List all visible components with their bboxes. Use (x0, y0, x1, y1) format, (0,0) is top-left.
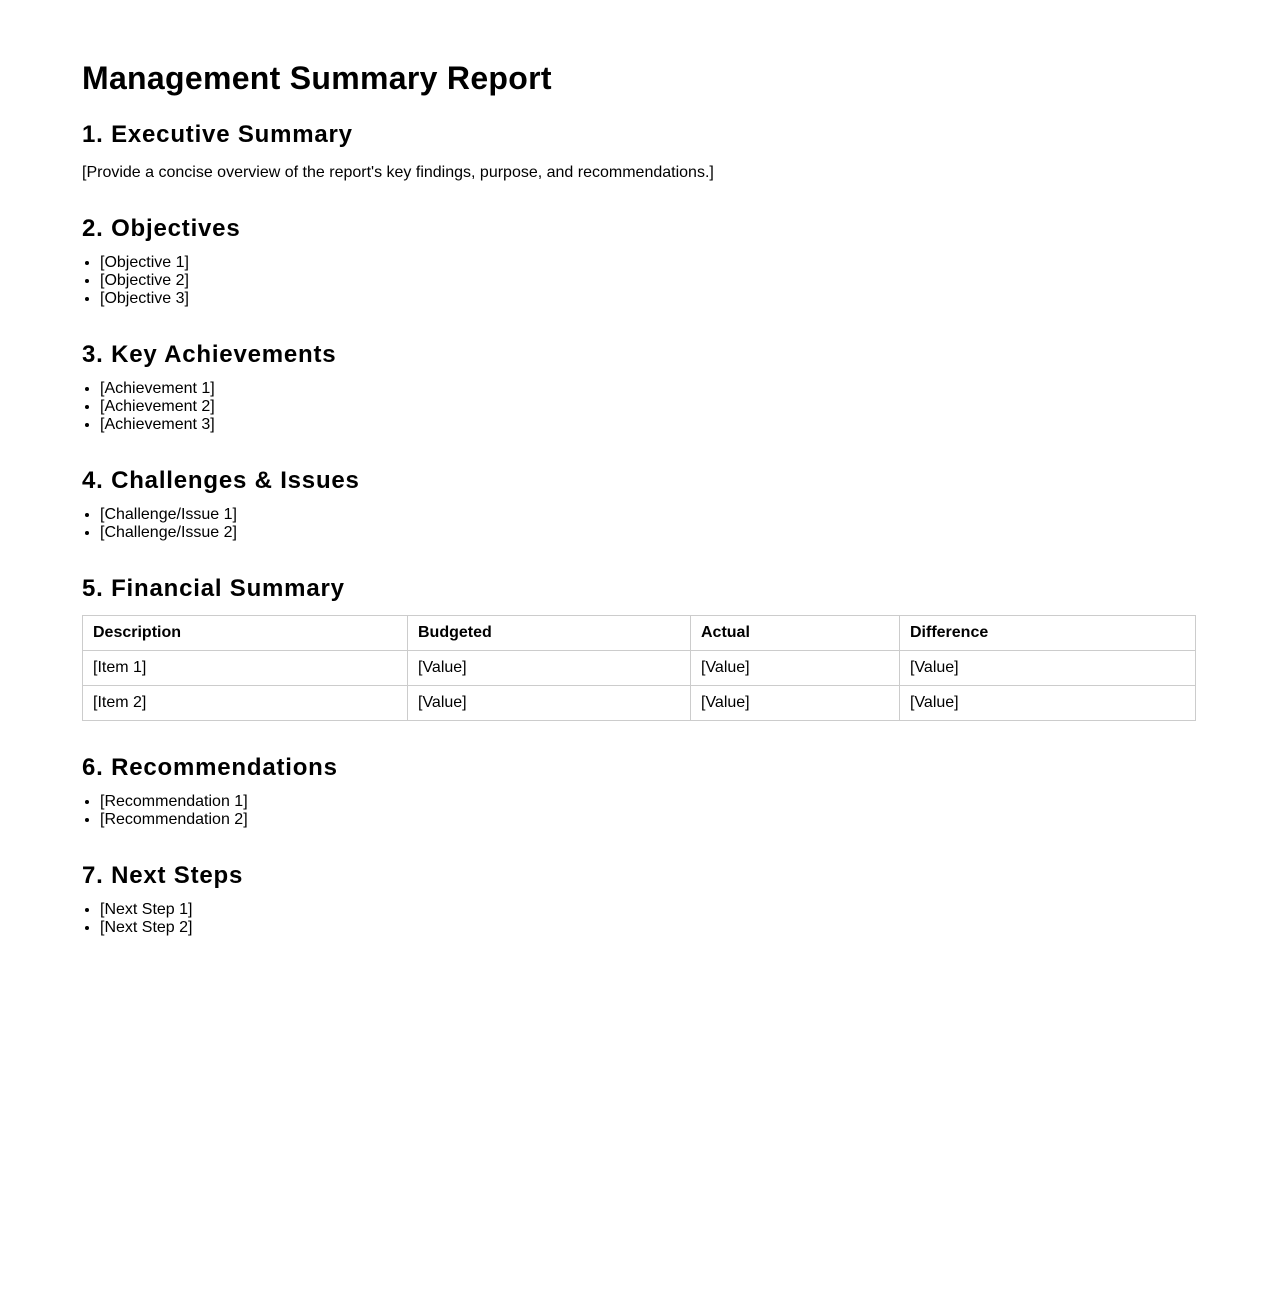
list-item: [Objective 2] (100, 272, 1196, 290)
next-steps-heading: 7. Next Steps (82, 862, 244, 889)
executive-summary-heading: 1. Executive Summary (82, 121, 353, 148)
objectives-heading: 2. Objectives (82, 215, 241, 242)
table-header-row: Description Budgeted Actual Difference (82, 615, 1196, 651)
objectives-list: [Objective 1] [Objective 2] [Objective 3… (82, 254, 1196, 308)
table-row: [Item 1] [Value] [Value] [Value] (82, 650, 1196, 686)
list-item: [Challenge/Issue 2] (100, 524, 1196, 542)
table-cell: [Value] (407, 650, 691, 686)
list-item: [Achievement 1] (100, 380, 1196, 398)
table-cell: [Item 2] (82, 685, 408, 721)
column-header: Budgeted (407, 615, 691, 651)
list-item: [Achievement 3] (100, 416, 1196, 434)
table-cell: [Item 1] (82, 650, 408, 686)
column-header: Difference (899, 615, 1196, 651)
recommendations-heading: 6. Recommendations (82, 754, 338, 781)
financial-summary-heading: 5. Financial Summary (82, 575, 345, 602)
list-item: [Next Step 1] (100, 901, 1196, 919)
list-item: [Objective 3] (100, 290, 1196, 308)
table-cell: [Value] (899, 685, 1196, 721)
table-cell: [Value] (690, 685, 900, 721)
list-item: [Next Step 2] (100, 919, 1196, 937)
table-row: [Item 2] [Value] [Value] [Value] (82, 685, 1196, 721)
financial-table: Description Budgeted Actual Difference [… (82, 615, 1196, 721)
list-item: [Recommendation 1] (100, 793, 1196, 811)
table-cell: [Value] (899, 650, 1196, 686)
column-header: Description (82, 615, 408, 651)
achievements-list: [Achievement 1] [Achievement 2] [Achieve… (82, 380, 1196, 434)
list-item: [Recommendation 2] (100, 811, 1196, 829)
page-title: Management Summary Report (82, 60, 552, 96)
list-item: [Achievement 2] (100, 398, 1196, 416)
table-cell: [Value] (690, 650, 900, 686)
column-header: Actual (690, 615, 900, 651)
achievements-heading: 3. Key Achievements (82, 341, 337, 368)
report-document: Management Summary Report 1. Executive S… (0, 0, 1278, 937)
next-steps-list: [Next Step 1] [Next Step 2] (82, 901, 1196, 937)
challenges-heading: 4. Challenges & Issues (82, 467, 360, 494)
recommendations-list: [Recommendation 1] [Recommendation 2] (82, 793, 1196, 829)
table-cell: [Value] (407, 685, 691, 721)
list-item: [Objective 1] (100, 254, 1196, 272)
challenges-list: [Challenge/Issue 1] [Challenge/Issue 2] (82, 506, 1196, 542)
executive-summary-text: [Provide a concise overview of the repor… (82, 164, 714, 181)
list-item: [Challenge/Issue 1] (100, 506, 1196, 524)
